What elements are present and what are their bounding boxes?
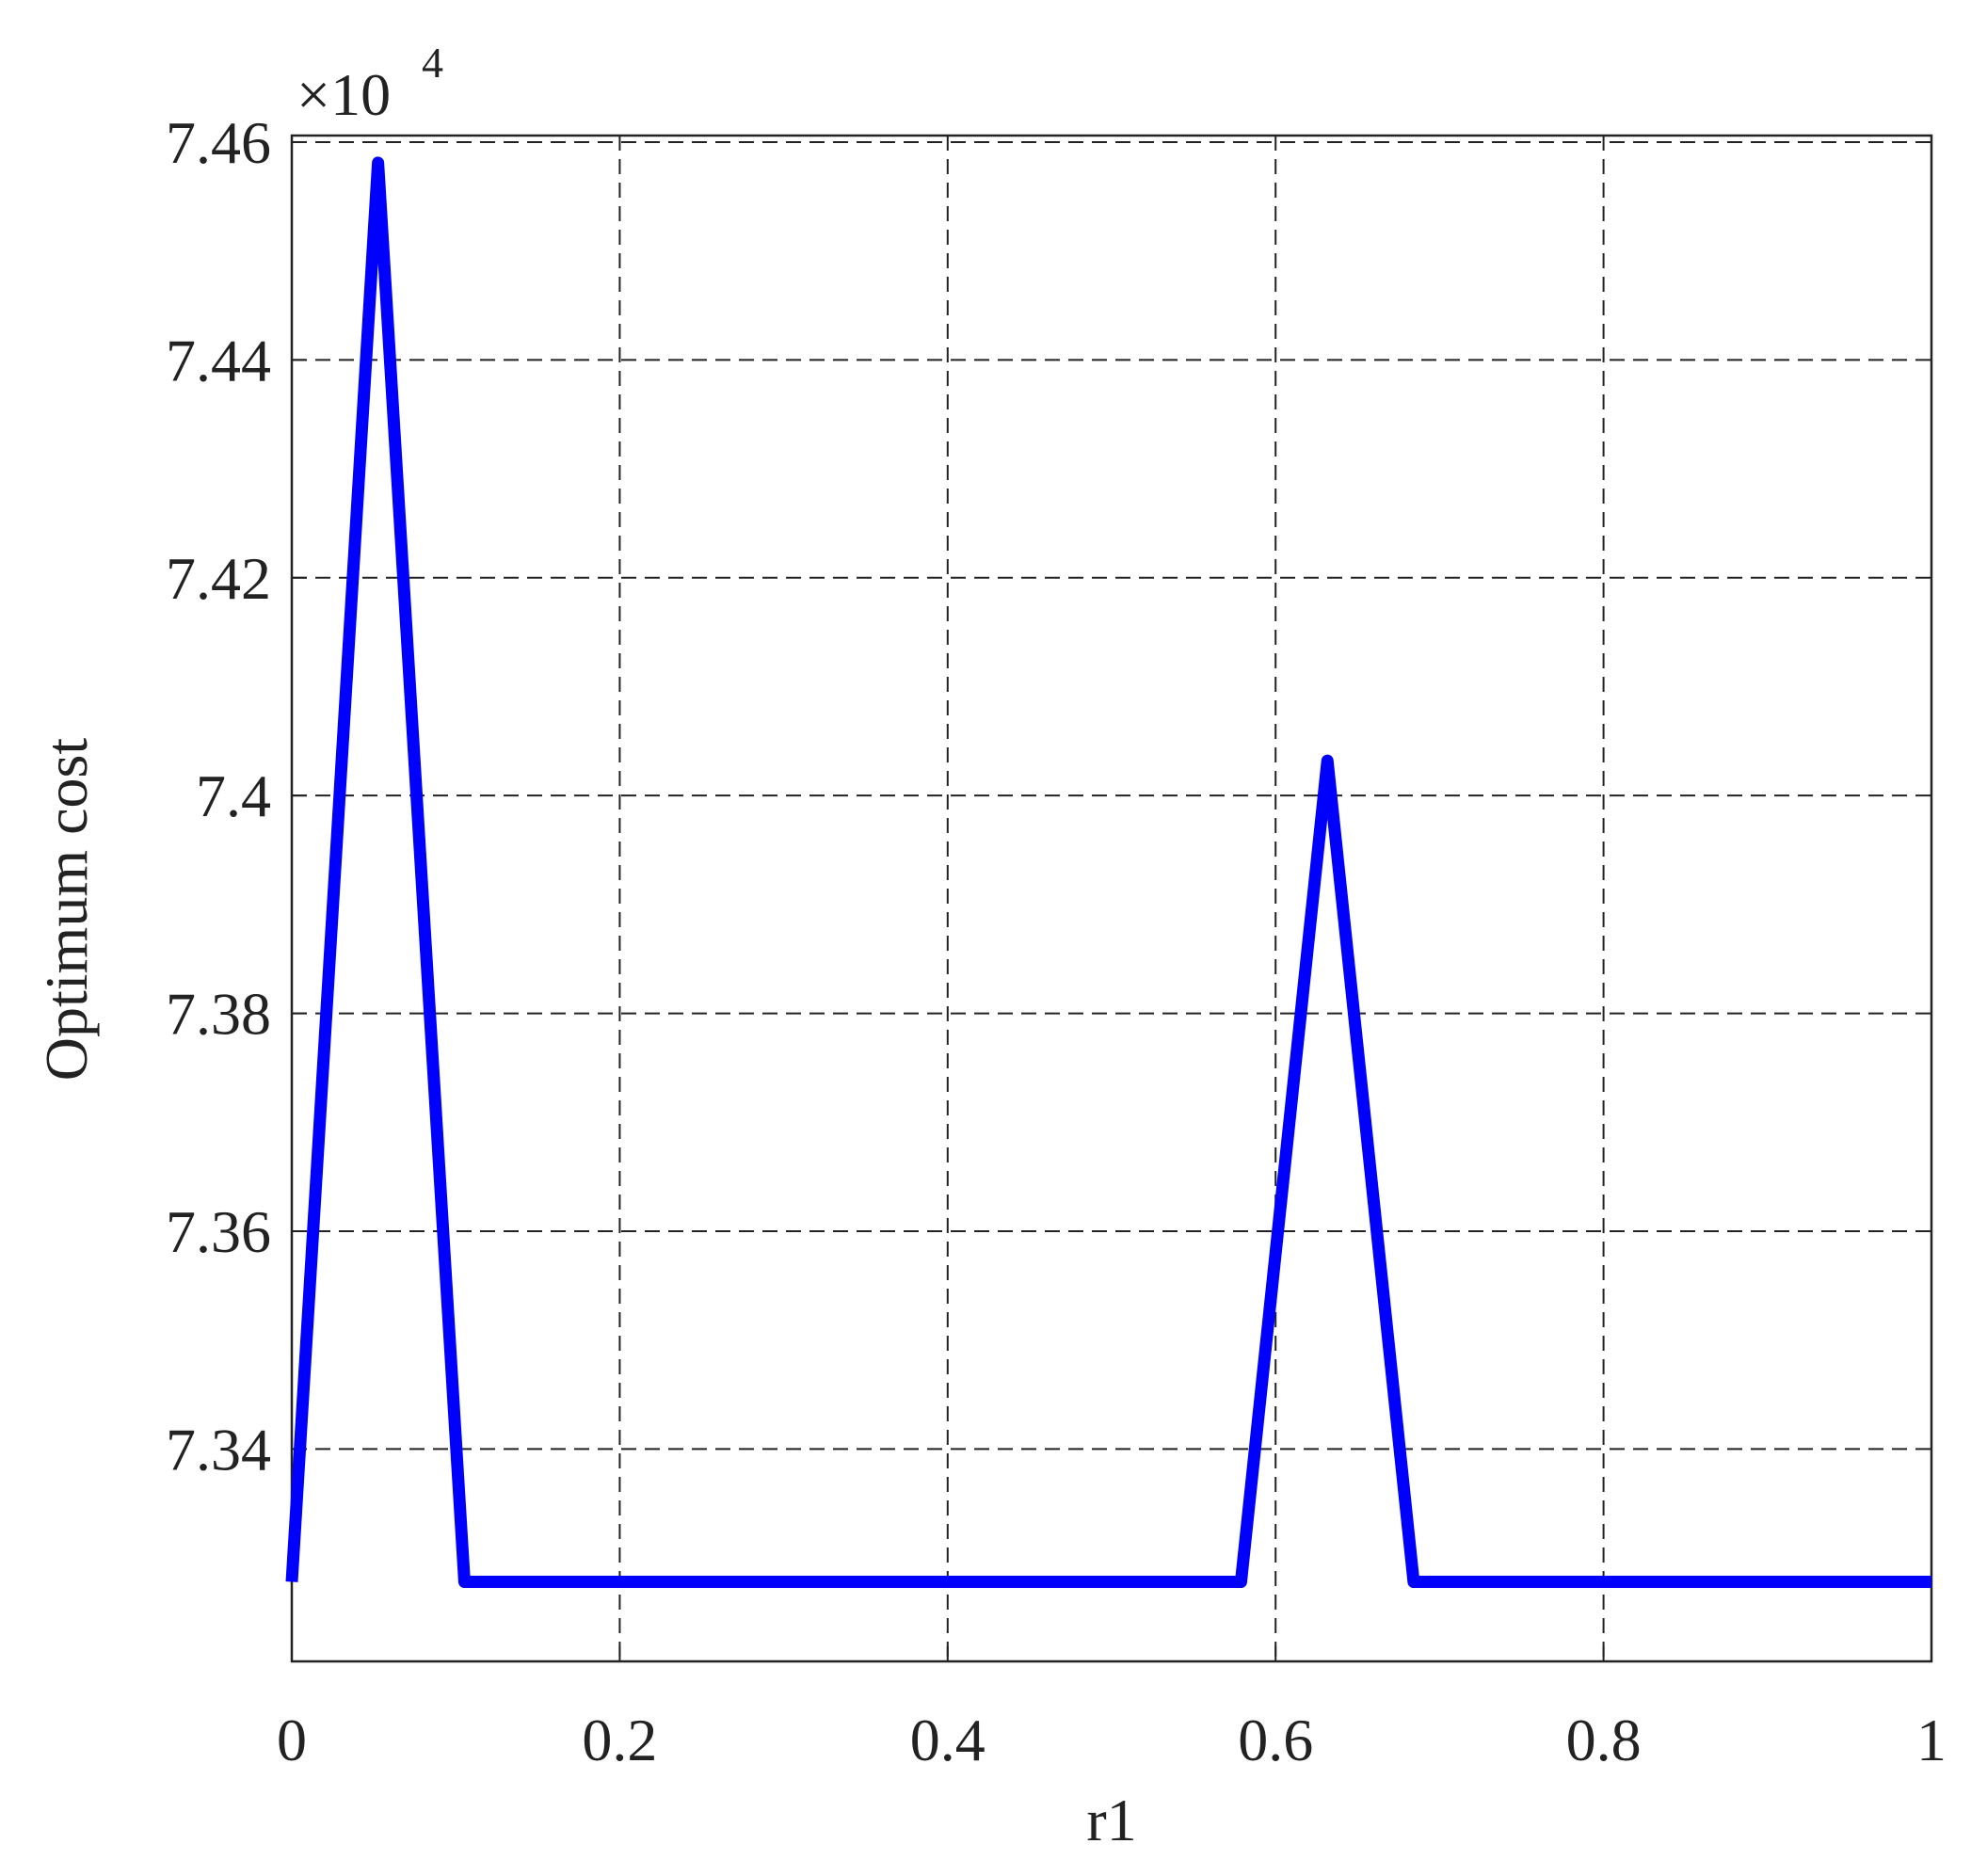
y-tick-label: 7.44 [166,327,271,393]
y-axis-label: Optimum cost [33,738,100,1082]
line-series [285,156,1931,1589]
x-tick-label: 1 [1916,1707,1947,1773]
x-tick-label: 0.6 [1238,1707,1313,1773]
y-tick-label: 7.4 [196,762,271,829]
x-tick-label: 0 [277,1707,307,1773]
y-tick-label: 7.42 [166,545,271,612]
y-tick-label: 7.36 [166,1198,271,1265]
y-tick-label: 7.46 [166,109,271,176]
x-tick-label: 0.2 [582,1707,657,1773]
x-tick-label: 0.8 [1566,1707,1642,1773]
y-tick-label: 7.38 [166,981,271,1048]
x-axis-label: r1 [1086,1787,1136,1853]
plot-frame [290,134,1933,1663]
x-tick-label: 0.4 [910,1707,986,1773]
y-multiplier: ×10 [296,61,391,128]
y-tick-label: 7.34 [166,1416,271,1483]
y-multiplier-exponent: 4 [422,39,443,87]
